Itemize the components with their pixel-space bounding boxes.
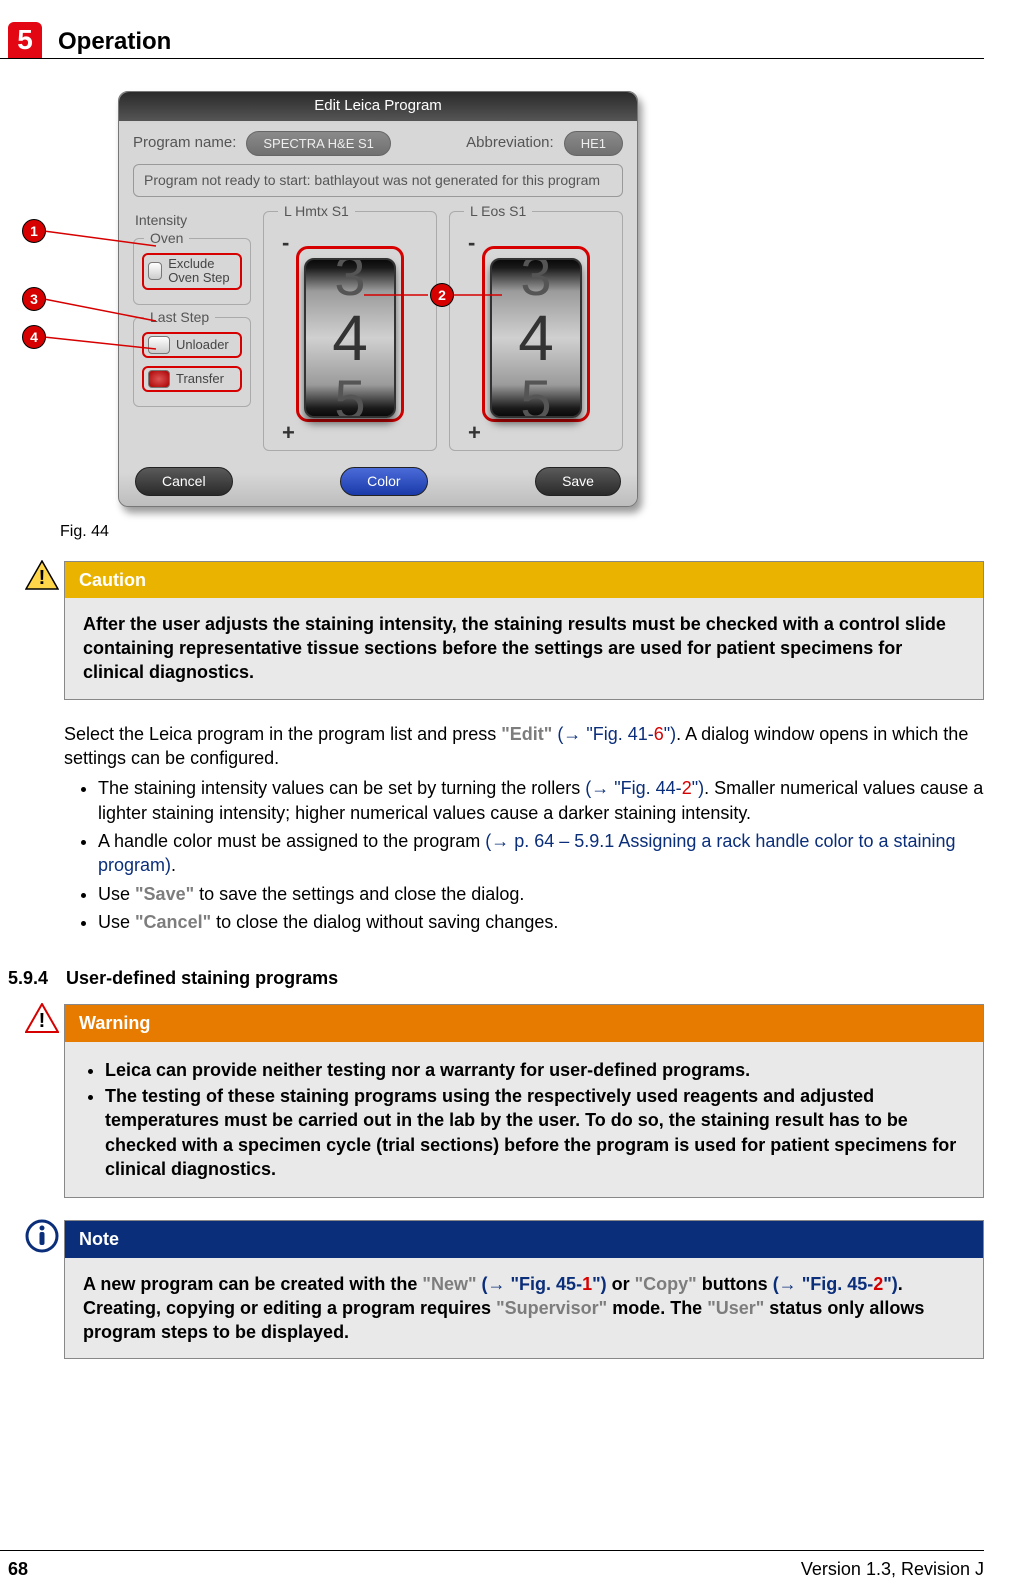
exclude-oven-step-option[interactable]: Exclude Oven Step bbox=[142, 253, 242, 290]
list-item: A handle color must be assigned to the p… bbox=[98, 829, 984, 878]
abbreviation-label: Abbreviation: bbox=[466, 133, 554, 153]
program-name-label: Program name: bbox=[133, 133, 236, 153]
note-box: Note A new program can be created with t… bbox=[64, 1220, 984, 1359]
note-title: Note bbox=[65, 1221, 983, 1257]
note-body: A new program can be created with the "N… bbox=[65, 1258, 983, 1359]
toggle-icon bbox=[148, 262, 162, 280]
cancel-button[interactable]: Cancel bbox=[135, 467, 233, 496]
callout-3: 3 bbox=[22, 287, 46, 311]
warning-icon: ! bbox=[25, 1003, 59, 1033]
roller-eos: L Eos S1 - 3 4 5 + bbox=[449, 211, 623, 451]
status-message: Program not ready to start: bathlayout w… bbox=[133, 164, 623, 197]
warning-body: Leica can provide neither testing nor a … bbox=[65, 1042, 983, 1197]
oven-fieldset: Oven Exclude Oven Step bbox=[133, 238, 251, 305]
list-item: Leica can provide neither testing nor a … bbox=[105, 1058, 965, 1082]
page-footer: 68 Version 1.3, Revision J bbox=[0, 1550, 984, 1581]
caution-box: ! Caution After the user adjusts the sta… bbox=[64, 561, 984, 700]
callout-1: 1 bbox=[22, 219, 46, 243]
chapter-number-box: 5 bbox=[8, 22, 42, 58]
figure-44: 1 2 3 4 Edit Leica Program Program name:… bbox=[118, 91, 768, 507]
note-icon bbox=[25, 1219, 59, 1253]
intensity-label: Intensity bbox=[135, 211, 251, 230]
caution-title: Caution bbox=[65, 562, 983, 598]
section-heading: 5.9.4 User-defined staining programs bbox=[8, 966, 984, 990]
roller-2[interactable]: 3 4 5 bbox=[490, 258, 582, 418]
color-button[interactable]: Color bbox=[340, 467, 427, 496]
list-item: Use "Cancel" to close the dialog without… bbox=[98, 910, 984, 934]
warning-box: ! Warning Leica can provide neither test… bbox=[64, 1004, 984, 1198]
list-item: Use "Save" to save the settings and clos… bbox=[98, 882, 984, 906]
svg-text:!: ! bbox=[39, 567, 46, 589]
body-paragraph: Select the Leica program in the program … bbox=[64, 722, 984, 938]
figure-caption: Fig. 44 bbox=[60, 521, 984, 543]
radio-icon bbox=[148, 370, 170, 388]
roller-1[interactable]: 3 4 5 bbox=[304, 258, 396, 418]
abbreviation-value[interactable]: HE1 bbox=[564, 131, 623, 157]
svg-text:!: ! bbox=[39, 1010, 46, 1032]
roller-hmtx: L Hmtx S1 - 3 4 5 + bbox=[263, 211, 437, 451]
radio-icon bbox=[148, 336, 170, 354]
chapter-title: Operation bbox=[42, 22, 171, 58]
version-label: Version 1.3, Revision J bbox=[801, 1557, 984, 1581]
edit-program-dialog: Edit Leica Program Program name: SPECTRA… bbox=[118, 91, 638, 507]
last-step-fieldset: Last Step Unloader Transfer bbox=[133, 317, 251, 407]
dialog-title: Edit Leica Program bbox=[119, 92, 637, 120]
save-button[interactable]: Save bbox=[535, 467, 621, 496]
warning-title: Warning bbox=[65, 1005, 983, 1041]
list-item: The testing of these staining programs u… bbox=[105, 1084, 965, 1181]
page-number: 68 bbox=[8, 1557, 28, 1581]
transfer-option[interactable]: Transfer bbox=[142, 366, 242, 392]
caution-icon: ! bbox=[25, 560, 59, 590]
callout-4: 4 bbox=[22, 325, 46, 349]
page-header: 5 Operation bbox=[0, 22, 984, 59]
program-name-value[interactable]: SPECTRA H&E S1 bbox=[246, 131, 391, 157]
caution-body: After the user adjusts the staining inte… bbox=[65, 598, 983, 699]
unloader-option[interactable]: Unloader bbox=[142, 332, 242, 358]
list-item: The staining intensity values can be set… bbox=[98, 776, 984, 825]
